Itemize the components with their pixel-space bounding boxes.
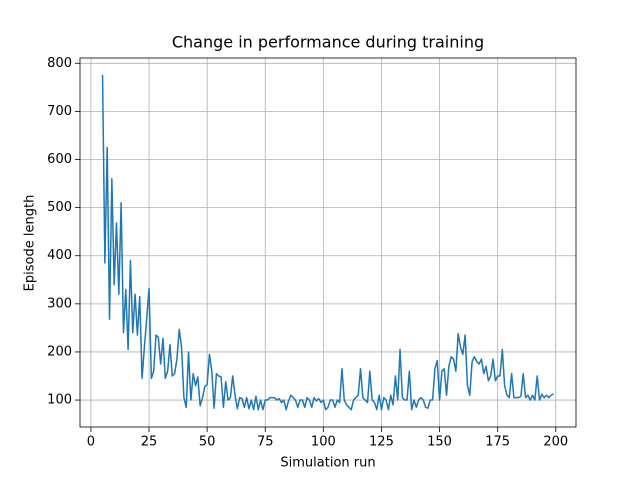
x-tick-label: 200: [543, 435, 568, 450]
x-tick-label: 0: [87, 435, 95, 450]
y-tick-label: 700: [47, 104, 72, 119]
y-tick-label: 200: [47, 344, 72, 359]
y-tick-label: 800: [47, 56, 72, 71]
axes-frame: [79, 57, 577, 428]
y-tick-label: 500: [47, 200, 72, 215]
x-tick-label: 175: [485, 435, 510, 450]
x-axis-label: Simulation run: [280, 456, 375, 471]
y-tick-label: 100: [47, 393, 72, 408]
x-tick-label: 75: [257, 435, 274, 450]
y-tick-label: 600: [47, 152, 72, 167]
chart-title: Change in performance during training: [172, 33, 484, 52]
x-tick-label: 150: [427, 435, 452, 450]
x-tick-label: 100: [311, 435, 336, 450]
y-tick-label: 300: [47, 296, 72, 311]
y-axis-label: Episode length: [23, 195, 38, 292]
data-line: [101, 74, 554, 411]
x-tick-label: 25: [141, 435, 158, 450]
x-tick-label: 50: [199, 435, 216, 450]
x-tick-label: 125: [369, 435, 394, 450]
y-tick-label: 400: [47, 248, 72, 263]
